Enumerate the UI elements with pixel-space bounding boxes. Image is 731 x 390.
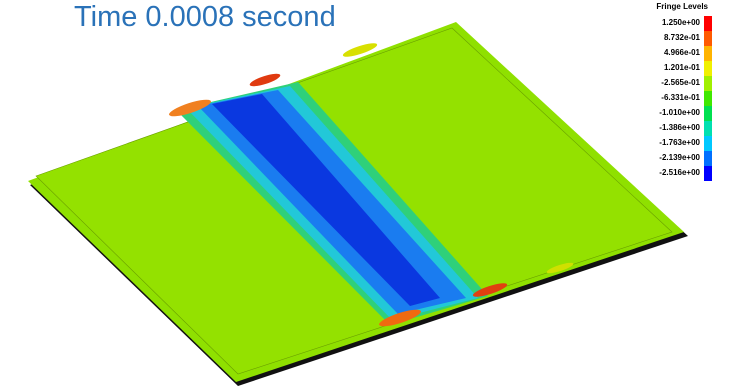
legend-label: -2.139e+00 — [659, 153, 700, 162]
legend-swatch — [704, 16, 712, 31]
page: Time 0.0008 second Fringe Levels 1.250e+… — [0, 0, 731, 390]
legend: 1.250e+00 8.732e-01 4.966e-01 1.201e-01 -2.5… — [659, 16, 712, 181]
plate — [28, 22, 688, 386]
legend-label: -2.516e+00 — [659, 168, 700, 177]
legend-label: 4.966e-01 — [664, 48, 701, 57]
legend-label: 1.250e+00 — [662, 18, 701, 27]
legend-label: -1.763e+00 — [659, 138, 700, 147]
legend-label: 1.201e-01 — [664, 63, 701, 72]
legend-swatch — [704, 91, 712, 106]
legend-swatch — [704, 166, 712, 181]
time-title: Time 0.0008 second — [74, 1, 336, 33]
legend-label: -6.331e-01 — [661, 93, 700, 102]
legend-swatch — [704, 46, 712, 61]
scene: Time 0.0008 second Fringe Levels 1.250e+… — [0, 0, 731, 390]
legend-label: -2.565e-01 — [661, 78, 700, 87]
legend-swatch — [704, 31, 712, 46]
legend-swatch — [704, 151, 712, 166]
legend-swatch — [704, 136, 712, 151]
hot-spot — [249, 71, 282, 88]
legend-swatch — [704, 76, 712, 91]
legend-label: -1.010e+00 — [659, 108, 700, 117]
legend-title: Fringe Levels — [656, 2, 708, 11]
legend-swatch — [704, 61, 712, 76]
legend-swatch — [704, 121, 712, 136]
legend-label: -1.386e+00 — [659, 123, 700, 132]
legend-label: 8.732e-01 — [664, 33, 701, 42]
legend-swatch — [704, 106, 712, 121]
